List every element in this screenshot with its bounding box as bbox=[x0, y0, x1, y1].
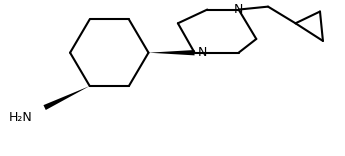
Text: H₂N: H₂N bbox=[8, 111, 32, 124]
Polygon shape bbox=[43, 86, 90, 110]
Polygon shape bbox=[148, 50, 195, 55]
Text: N: N bbox=[234, 3, 243, 16]
Text: N: N bbox=[197, 46, 207, 59]
